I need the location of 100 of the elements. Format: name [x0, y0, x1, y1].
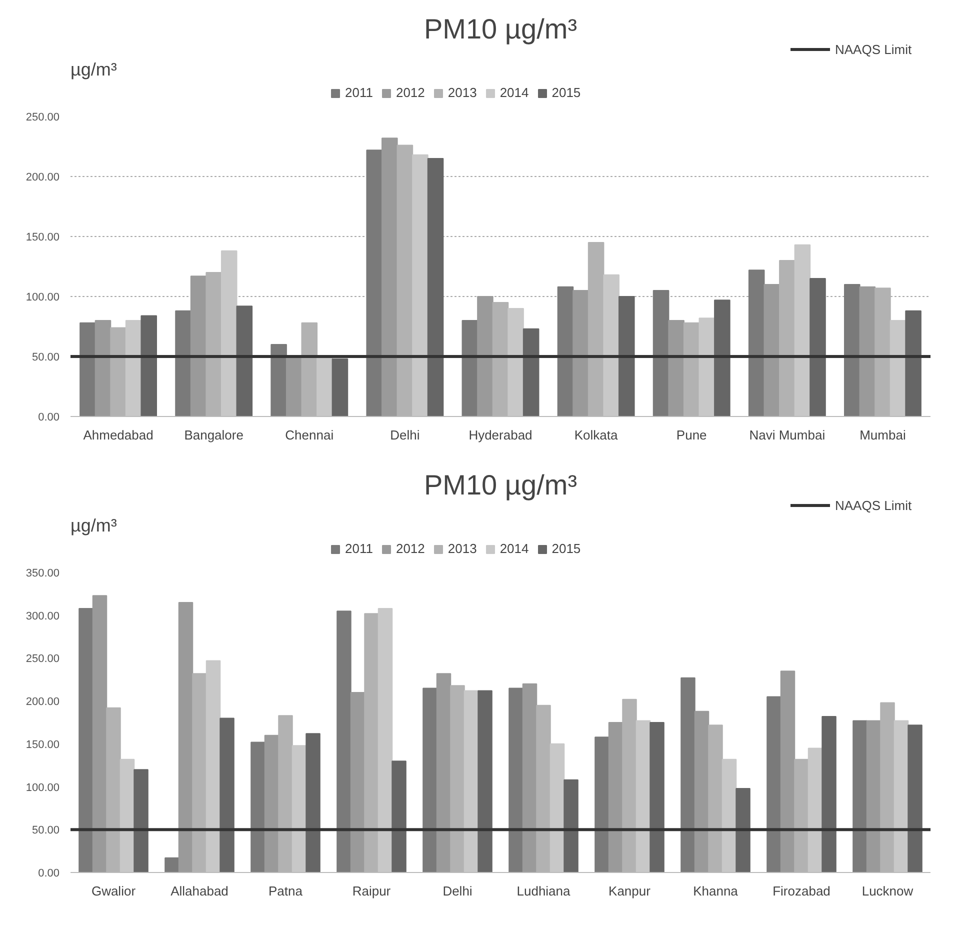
y-tick-label: 200.00 — [26, 172, 60, 184]
bar — [859, 286, 876, 416]
y-axis-title: µg/m³ — [70, 60, 117, 80]
bar — [522, 683, 538, 872]
y-tick-label: 350.00 — [26, 568, 60, 580]
bar — [572, 290, 589, 416]
legend-label: 2015 — [552, 541, 581, 556]
bar — [508, 688, 524, 872]
bar — [905, 310, 922, 416]
legend-label: 2011 — [345, 85, 373, 100]
bar — [412, 154, 428, 416]
bar — [603, 274, 620, 416]
bar — [427, 158, 444, 416]
x-tick-label: Firozabad — [772, 884, 830, 898]
bar — [844, 284, 860, 416]
bar — [134, 769, 148, 872]
bar — [270, 344, 287, 416]
bar — [78, 608, 94, 872]
bar — [852, 720, 868, 872]
x-tick-label: Navi Mumbai — [749, 428, 826, 442]
bar — [550, 743, 565, 872]
bar — [336, 610, 352, 872]
bar — [332, 358, 348, 416]
bar — [80, 322, 96, 416]
bar — [694, 710, 710, 872]
bar — [382, 138, 398, 416]
bar — [722, 758, 737, 872]
x-tick-label: Gwalior — [91, 884, 136, 898]
y-axis-title: µg/m³ — [70, 516, 117, 536]
y-tick-label: 0.00 — [38, 868, 60, 880]
bar — [206, 660, 221, 872]
bar — [236, 306, 253, 416]
y-tick-label: 100.00 — [26, 292, 60, 304]
bar — [780, 670, 796, 872]
legend-label: NAAQS Limit — [835, 498, 912, 512]
bar — [422, 688, 438, 872]
bar — [178, 602, 194, 872]
bar — [714, 300, 730, 416]
bar — [140, 315, 157, 416]
y-tick-label: 50.00 — [32, 824, 60, 837]
bar — [736, 788, 750, 872]
bar — [220, 718, 234, 872]
bar — [557, 286, 574, 416]
bar — [316, 356, 333, 416]
x-tick-label: Delhi — [442, 884, 472, 898]
x-tick-label: Ludhiana — [516, 884, 572, 898]
x-tick-label: Patna — [268, 884, 304, 898]
legend-label: 2012 — [396, 541, 425, 556]
bar — [306, 733, 320, 872]
bar — [794, 244, 811, 416]
x-tick-label: Khanna — [693, 884, 739, 898]
bar — [650, 722, 664, 872]
bar — [477, 296, 494, 416]
bar — [378, 608, 393, 872]
legend-label: 2013 — [448, 541, 477, 556]
bar — [594, 736, 610, 872]
x-tick-label: Ahmedabad — [83, 428, 154, 442]
y-tick-label: 150.00 — [26, 738, 60, 751]
bar — [810, 278, 826, 416]
x-tick-label: Allahabad — [170, 884, 228, 898]
x-tick-label: Kolkata — [574, 428, 619, 442]
y-tick-label: 150.00 — [26, 232, 60, 244]
x-tick-label: Raipur — [352, 884, 392, 898]
bar — [392, 760, 406, 872]
chart-title: PM10 µg/m³ — [424, 470, 578, 500]
bar — [250, 742, 266, 872]
legend-label: 2012 — [396, 85, 425, 100]
bar — [478, 690, 492, 872]
bar — [190, 276, 207, 416]
legend-label: 2015 — [552, 85, 581, 100]
bar — [618, 296, 635, 416]
y-tick-label: 100.00 — [26, 782, 60, 794]
bar — [366, 150, 383, 416]
y-tick-label: 0.00 — [38, 412, 60, 424]
bar — [564, 779, 578, 872]
x-tick-label: Chennai — [285, 428, 334, 442]
bar — [436, 673, 452, 872]
bar — [652, 290, 670, 416]
x-tick-label: Bangalore — [184, 428, 244, 442]
bar — [464, 690, 479, 872]
x-tick-label: Kanpur — [608, 884, 652, 898]
x-tick-label: Delhi — [390, 428, 420, 442]
x-tick-label: Lucknow — [862, 884, 914, 898]
legend-label: 2011 — [345, 541, 373, 556]
bar — [175, 310, 192, 416]
y-tick-label: 300.00 — [26, 610, 60, 622]
bar — [350, 692, 366, 872]
y-tick-label: 250.00 — [26, 112, 60, 124]
bar — [522, 328, 540, 416]
x-tick-label: Pune — [676, 428, 707, 442]
bar — [680, 677, 696, 872]
legend-label: 2014 — [500, 85, 529, 100]
bar — [748, 270, 765, 416]
bar — [822, 716, 836, 872]
bar — [508, 308, 524, 416]
x-tick-label: Hyderabad — [468, 428, 532, 442]
chart-title: PM10 µg/m³ — [424, 14, 578, 44]
legend-label: 2014 — [500, 541, 529, 556]
bar — [668, 320, 684, 416]
bar — [766, 696, 782, 872]
